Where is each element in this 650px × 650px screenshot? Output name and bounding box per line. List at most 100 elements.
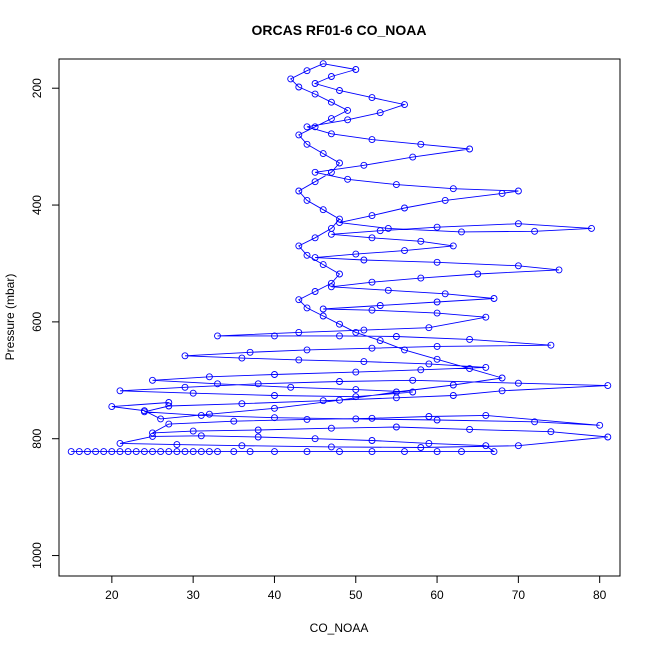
y-tick-label: 800 <box>30 428 44 448</box>
data-point <box>376 109 384 117</box>
data-point <box>482 313 490 321</box>
data-point <box>189 389 197 397</box>
data-point <box>254 426 262 434</box>
data-point <box>246 448 254 456</box>
y-tick-label: 400 <box>30 195 44 215</box>
data-point <box>319 150 327 158</box>
data-point <box>352 368 360 376</box>
data-point <box>205 410 213 418</box>
data-point <box>254 433 262 441</box>
data-point <box>319 312 327 320</box>
data-point <box>466 335 474 343</box>
data-point <box>230 448 238 456</box>
data-point <box>311 234 319 242</box>
data-point <box>368 136 376 144</box>
data-point <box>295 356 303 364</box>
data-point <box>449 392 457 399</box>
data-point <box>360 358 368 366</box>
data-point <box>360 326 368 334</box>
y-tick-label: 1000 <box>30 542 44 569</box>
data-point <box>384 224 392 232</box>
data-point <box>181 448 189 456</box>
data-point <box>384 286 392 294</box>
plot-frame <box>58 58 621 577</box>
data-point <box>140 448 148 456</box>
data-point <box>401 247 408 255</box>
data-point <box>344 116 352 124</box>
data-point <box>498 387 506 395</box>
data-point <box>458 448 465 456</box>
data-point <box>271 448 278 456</box>
x-tick-label: 40 <box>268 588 282 602</box>
data-point <box>514 187 522 195</box>
data-point <box>214 448 221 456</box>
data-point <box>352 66 360 73</box>
data-point <box>466 145 474 153</box>
data-point <box>165 399 173 406</box>
data-point <box>173 441 181 449</box>
data-point <box>197 432 205 440</box>
data-point <box>490 295 498 302</box>
data-point <box>157 415 165 423</box>
data-point <box>303 415 311 423</box>
data-point <box>238 400 246 408</box>
data-point <box>588 224 595 232</box>
data-point <box>327 279 335 287</box>
data-point <box>311 80 319 87</box>
data-point <box>116 439 124 447</box>
data-point <box>108 448 116 456</box>
data-point <box>482 442 490 450</box>
data-point <box>376 227 384 235</box>
data-point <box>327 168 335 176</box>
data-point <box>514 262 522 270</box>
data-point <box>336 448 343 456</box>
data-point <box>401 448 408 456</box>
data-point <box>303 67 311 75</box>
data-point <box>392 181 400 189</box>
data-point <box>352 415 360 423</box>
data-point <box>295 187 303 195</box>
data-point <box>409 153 417 161</box>
data-point <box>75 448 83 456</box>
data-point <box>482 363 490 371</box>
data-point <box>303 140 311 148</box>
data-point <box>327 115 335 123</box>
data-point <box>149 448 156 456</box>
data-point <box>344 175 352 183</box>
data-point <box>433 298 441 306</box>
data-point <box>336 87 343 94</box>
data-point <box>498 374 506 382</box>
data-point <box>417 274 425 282</box>
data-point <box>352 393 360 401</box>
data-point <box>490 448 498 456</box>
data-point <box>449 381 457 389</box>
data-point <box>482 411 490 419</box>
data-point <box>100 448 108 456</box>
data-point <box>433 355 441 363</box>
data-point <box>417 444 425 451</box>
data-point <box>319 397 327 405</box>
data-point <box>116 387 124 395</box>
data-point <box>149 432 156 440</box>
x-tick-label: 30 <box>186 588 200 602</box>
data-point <box>368 437 376 444</box>
x-axis-label: CO_NOAA <box>310 621 369 635</box>
data-point <box>287 75 295 83</box>
data-point <box>417 140 425 148</box>
data-point <box>214 332 221 340</box>
data-point <box>246 348 254 356</box>
chart-title: ORCAS RF01-6 CO_NOAA <box>251 22 426 38</box>
data-point <box>149 429 156 437</box>
data-point <box>368 414 376 422</box>
data-point <box>409 376 417 384</box>
data-point <box>303 448 311 456</box>
data-point <box>336 270 343 278</box>
data-point <box>474 270 482 278</box>
data-point <box>230 417 238 425</box>
data-point <box>336 215 343 223</box>
data-point <box>401 346 408 354</box>
data-point <box>303 123 311 131</box>
data-point <box>401 101 408 109</box>
data-point <box>344 106 352 114</box>
